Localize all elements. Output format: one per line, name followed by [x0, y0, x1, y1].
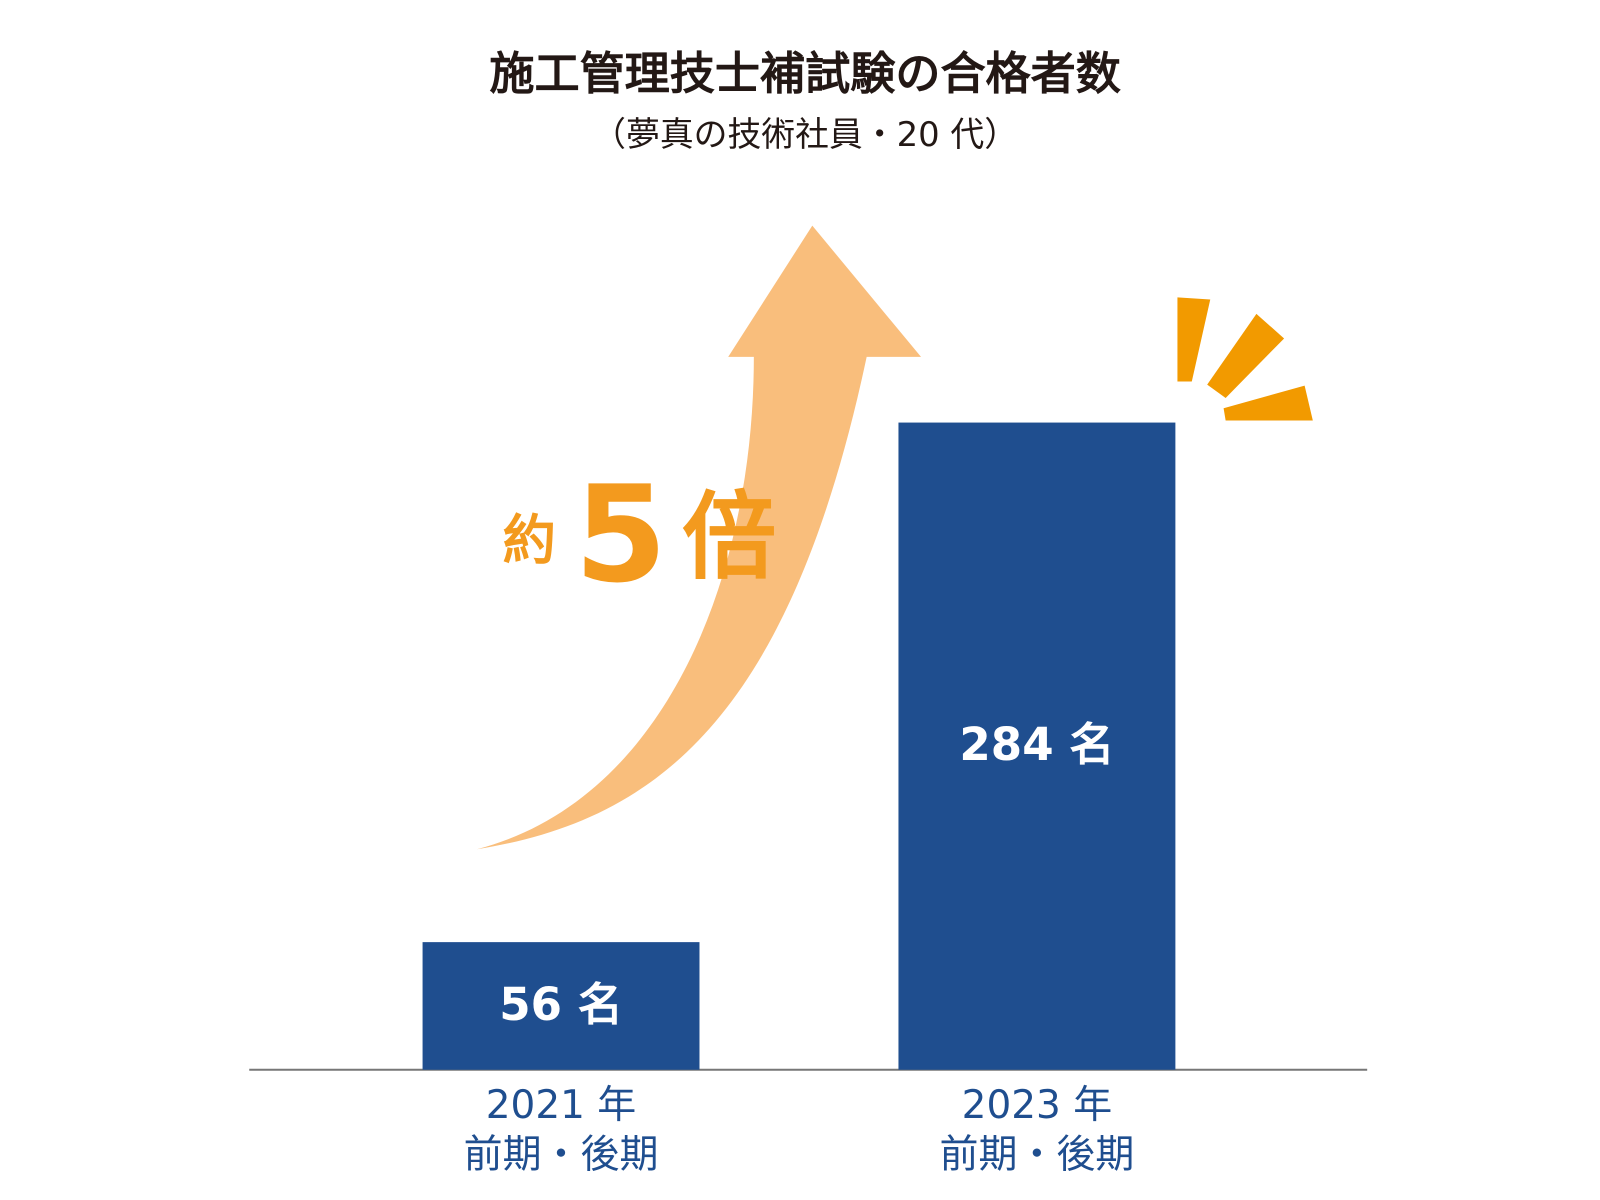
annotation-prefix: 約 [503, 508, 556, 571]
bar [422, 942, 700, 1070]
x-tick-label: 2023 年 [962, 1083, 1113, 1128]
x-tick-label: 前期・後期 [939, 1132, 1134, 1177]
chart-title: 施工管理技士補試験の合格者数 [489, 47, 1121, 100]
growth-arrow [476, 225, 922, 850]
bar [898, 422, 1176, 1070]
x-tick-label: 前期・後期 [464, 1132, 659, 1177]
chart-subtitle: （夢真の技術社員・20 代） [592, 115, 1018, 154]
annotation-suffix: 倍 [682, 482, 776, 592]
sparkle [1177, 297, 1313, 421]
value-label: 284 名 [959, 718, 1114, 771]
value-label: 56 名 [499, 978, 623, 1031]
annotation-number: 5 [574, 457, 667, 612]
x-tick-label: 2021 年 [486, 1083, 637, 1128]
growth-annotation: 約 5 倍 [503, 457, 777, 612]
